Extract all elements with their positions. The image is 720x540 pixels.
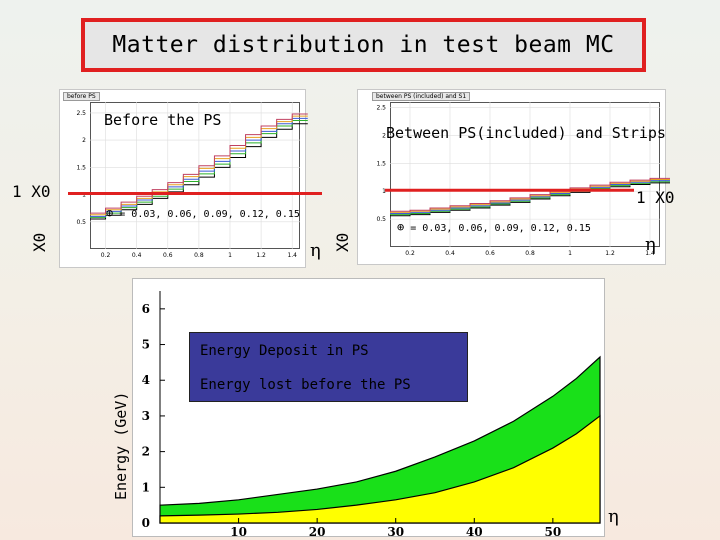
phi-symbol: ⊕ xyxy=(397,220,405,234)
left-x-tick-label: 0.2 xyxy=(101,252,111,259)
left-1x0-label: 1 X0 xyxy=(12,182,51,201)
left-x-tick-label: 1.2 xyxy=(256,252,266,259)
left-y-tick-label: 0.5 xyxy=(76,219,86,226)
main-y-tick-label: 4 xyxy=(142,373,150,387)
main-x-tick-label: 30 xyxy=(387,525,404,539)
left-x-tick-label: 0.8 xyxy=(194,252,204,259)
right-plot-title: Between PS(included) and Strips xyxy=(386,124,666,142)
right-phi-values: = 0.03, 0.06, 0.09, 0.12, 0.15 xyxy=(410,223,591,234)
before-ps-plot: before PS 0.511.522.50.20.40.60.811.21.4 xyxy=(59,89,308,268)
plot-tab-label: between PS (included) and S1 xyxy=(372,92,471,101)
between-ps-strips-plot: between PS (included) and S1 0.5 1 1.5 2 2.5… xyxy=(357,89,670,265)
right-y-tick-label: 1 xyxy=(382,188,386,195)
right-x-tick-label: 0.6 xyxy=(485,250,495,257)
right-x-axis-label: η xyxy=(645,234,656,255)
left-phi-note: ⊕ = 0.03, 0.06, 0.09, 0.12, 0.15 xyxy=(106,206,300,220)
main-y-axis-label: Energy (GeV) xyxy=(112,391,130,500)
title-banner: Matter distribution in test beam MC xyxy=(81,18,646,72)
right-y-tick-label: 2.5 xyxy=(376,105,386,112)
main-y-tick-label: 2 xyxy=(142,445,150,459)
right-1x0-label: 1 X0 xyxy=(636,188,675,207)
main-x-tick-label: 40 xyxy=(466,525,483,539)
main-x-tick-label: 20 xyxy=(309,525,326,539)
left-plot-title: Before the PS xyxy=(104,111,222,129)
main-y-tick-label: 3 xyxy=(142,409,150,423)
left-series-4 xyxy=(90,113,308,214)
main-y-tick-label: 5 xyxy=(142,338,150,352)
left-x-tick-label: 0.4 xyxy=(132,252,142,259)
left-x-tick-label: 0.6 xyxy=(163,252,173,259)
main-x-tick-label: 10 xyxy=(230,525,247,539)
phi-symbol: ⊕ xyxy=(106,206,114,220)
page-title: Matter distribution in test beam MC xyxy=(112,32,615,58)
left-x-tick-label: 1 xyxy=(228,252,232,259)
right-x-tick-label: 1.2 xyxy=(605,250,615,257)
right-x-tick-label: 0.8 xyxy=(525,250,535,257)
right-x-tick-label: 1 xyxy=(568,250,572,257)
right-x-tick-label: 0.2 xyxy=(405,250,415,257)
right-y-tick-label: 1.5 xyxy=(376,160,386,167)
left-x-axis-label: η xyxy=(310,240,321,261)
left-y-tick-label: 2.5 xyxy=(76,110,86,117)
energy-svg: 0 1 2 3 4 5 6 10 20 30 40 50 xyxy=(142,291,601,539)
left-y-tick-label: 2 xyxy=(82,137,86,144)
left-phi-values: = 0.03, 0.06, 0.09, 0.12, 0.15 xyxy=(119,209,300,220)
legend: Energy Deposit in PS Energy lost before … xyxy=(189,332,468,402)
left-y-tick-label: 1.5 xyxy=(76,164,86,171)
main-y-tick-label: 1 xyxy=(142,480,150,494)
right-y-tick-label: 2 xyxy=(382,132,386,139)
right-series-4 xyxy=(390,177,670,212)
energy-plot: 0 1 2 3 4 5 6 10 20 30 40 50 xyxy=(132,278,605,539)
main-x-tick-label: 50 xyxy=(545,525,562,539)
plot-tab-label: before PS xyxy=(63,92,100,101)
area-series-1 xyxy=(159,414,601,524)
main-y-tick-label: 6 xyxy=(142,302,150,316)
plot-frame xyxy=(390,102,660,247)
right-x-tick-label: 0.4 xyxy=(445,250,455,257)
main-x-axis-label: η xyxy=(608,506,619,527)
right-y-tick-label: 0.5 xyxy=(376,216,386,223)
plot-frame xyxy=(90,102,300,249)
left-x-tick-label: 1.4 xyxy=(287,252,297,259)
right-x-tick-label: 1.4 xyxy=(645,250,655,257)
right-phi-note: ⊕ = 0.03, 0.06, 0.09, 0.12, 0.15 xyxy=(397,220,591,234)
legend-item-lost: Energy lost before the PS xyxy=(200,377,411,393)
legend-item-deposit: Energy Deposit in PS xyxy=(200,343,369,359)
main-y-tick-label: 0 xyxy=(142,516,150,530)
